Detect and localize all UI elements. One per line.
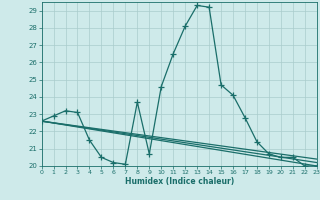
X-axis label: Humidex (Indice chaleur): Humidex (Indice chaleur) <box>124 177 234 186</box>
